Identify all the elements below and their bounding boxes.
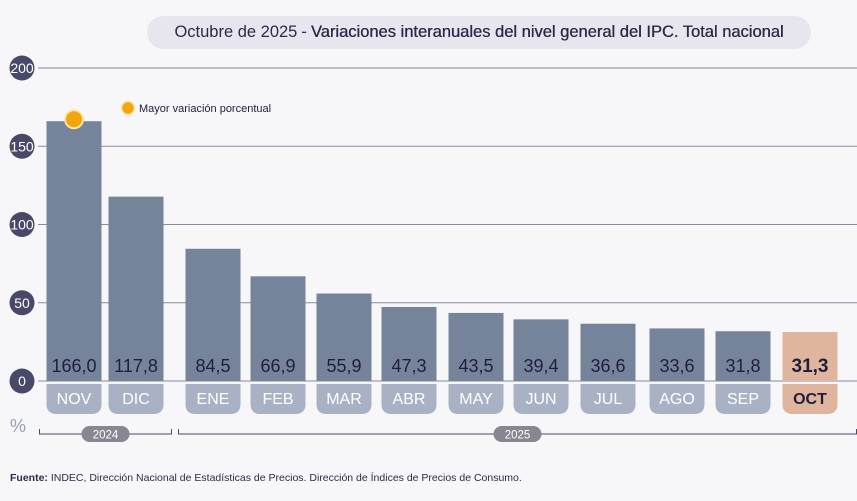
bar	[250, 276, 306, 381]
category-pill	[782, 384, 838, 414]
bar-value-label: 166,0	[51, 356, 96, 376]
legend-marker	[120, 100, 136, 116]
year-label: 2024	[93, 430, 119, 442]
bar-value-label: 66,9	[260, 356, 295, 376]
category-label: JUL	[594, 391, 623, 408]
category-pill	[513, 384, 569, 414]
bar	[185, 248, 241, 381]
bar	[448, 312, 504, 381]
legend-label: Mayor variación porcentual	[139, 103, 271, 115]
bar	[381, 306, 437, 381]
footer-label: Fuente:	[10, 472, 48, 484]
y-tick-circle	[9, 368, 35, 394]
category-pill	[580, 384, 636, 414]
category-pill	[108, 384, 164, 414]
y-tick-circle	[9, 133, 35, 159]
category-pill	[448, 384, 504, 414]
y-tick-circle	[9, 55, 35, 81]
chart-title: Octubre de 2025 - Variaciones interanual…	[147, 16, 811, 49]
bar-value-label: 47,3	[391, 356, 426, 376]
bar-value-label: 117,8	[114, 356, 158, 376]
bar-value-label: 84,5	[195, 356, 230, 376]
category-label: ENE	[197, 391, 230, 408]
bar	[649, 328, 705, 381]
bar-value-label: 55,9	[326, 356, 361, 376]
category-pill	[715, 384, 771, 414]
source-footer: Fuente: INDEC, Dirección Nacional de Est…	[10, 472, 522, 484]
category-label: JUN	[525, 391, 556, 408]
category-pill	[46, 384, 102, 414]
bar-value-label: 33,6	[659, 356, 694, 376]
title-separator: -	[301, 23, 307, 41]
category-label: OCT	[793, 391, 827, 408]
bar-value-label: 39,4	[523, 356, 558, 376]
category-label: DIC	[122, 391, 150, 408]
bar-value-label: 36,6	[590, 356, 625, 376]
bar	[46, 121, 102, 382]
bar	[316, 293, 372, 381]
bar-value-label: 43,5	[458, 356, 493, 376]
category-label: ABR	[393, 391, 426, 408]
title-main: Variaciones interanuales del nivel gener…	[310, 23, 784, 41]
category-label: MAY	[459, 391, 493, 408]
category-label: NOV	[57, 391, 92, 408]
year-pill	[493, 426, 542, 442]
title-date: Octubre de 2025	[174, 23, 298, 41]
bar	[580, 323, 636, 381]
bar-value-label: 31,8	[725, 356, 760, 376]
category-pill	[649, 384, 705, 414]
year-pill	[81, 426, 130, 442]
y-tick-circle	[9, 290, 35, 316]
bar-value-label: 31,3	[792, 356, 829, 377]
y-tick-label: 200	[10, 60, 34, 76]
y-tick-label: 50	[14, 295, 30, 311]
y-tick-label: 100	[10, 217, 34, 233]
year-label: 2025	[505, 430, 531, 442]
category-pill	[185, 384, 241, 414]
category-pill	[250, 384, 306, 414]
bar	[715, 331, 771, 381]
category-label: FEB	[262, 391, 293, 408]
category-label: SEP	[727, 391, 759, 408]
category-label: AGO	[659, 391, 695, 408]
y-tick-label: 150	[10, 138, 34, 154]
category-label: MAR	[326, 391, 362, 408]
footer-text: INDEC, Dirección Nacional de Estadística…	[50, 472, 522, 484]
category-pill	[381, 384, 437, 414]
max-marker	[64, 109, 84, 130]
bar	[513, 319, 569, 381]
bar	[108, 196, 164, 381]
bar	[782, 332, 838, 381]
y-axis-unit: %	[10, 416, 26, 436]
y-tick-circle	[9, 212, 35, 237]
y-tick-label: 0	[18, 373, 26, 389]
category-pill	[316, 384, 372, 414]
